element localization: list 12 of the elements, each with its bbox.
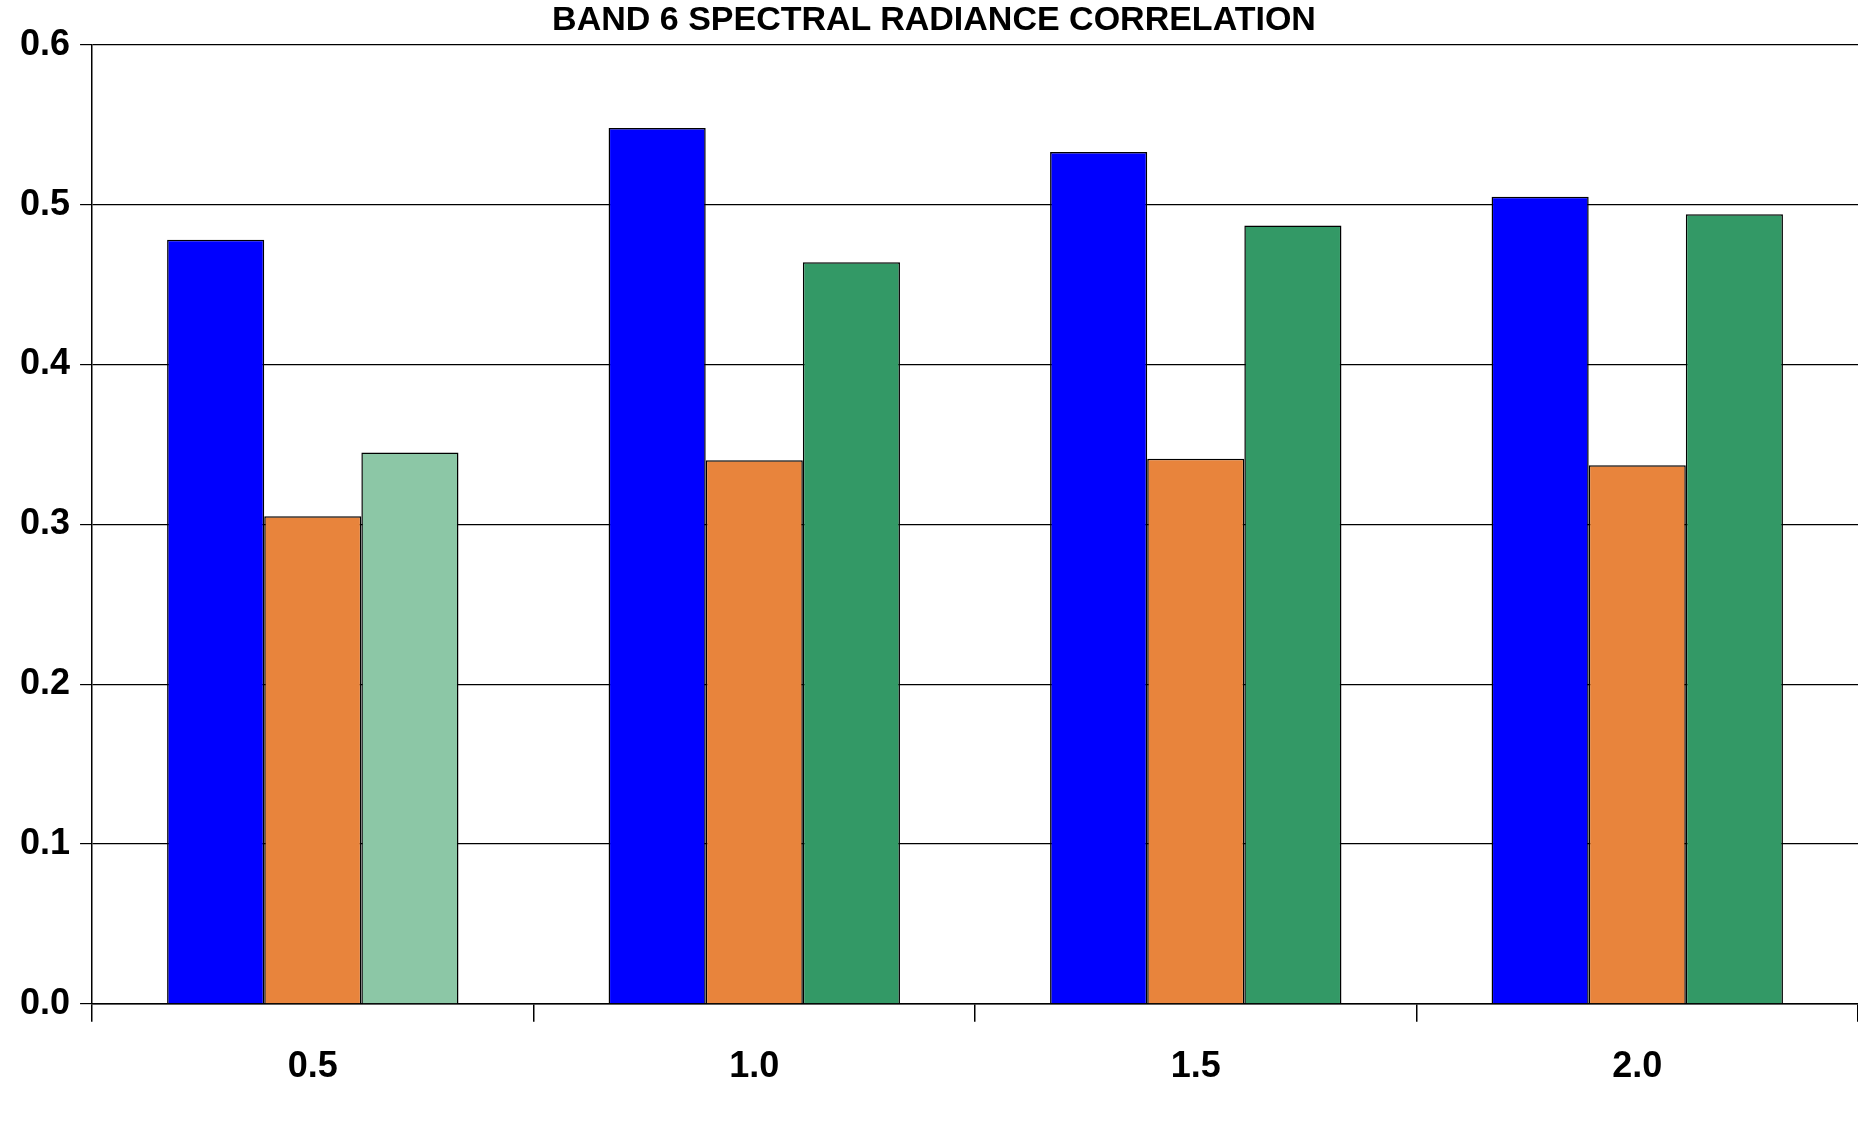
y-tick-label: 0.0 (20, 980, 71, 1022)
y-tick-label: 0.3 (20, 501, 71, 543)
y-tick-label: 0.5 (20, 181, 71, 223)
y-tick-label: 0.2 (20, 661, 71, 703)
y-tick-label: 0.6 (20, 21, 71, 63)
x-tick-label: 1.5 (1170, 1044, 1221, 1086)
x-tick-label: 0.5 (287, 1044, 338, 1086)
x-tick-label: 1.0 (729, 1044, 780, 1086)
chart-title: BAND 6 SPECTRAL RADIANCE CORRELATION (552, 0, 1316, 37)
y-tick-label: 0.1 (20, 820, 71, 862)
y-tick-label: 0.4 (20, 341, 71, 383)
x-tick-label: 2.0 (1612, 1044, 1663, 1086)
